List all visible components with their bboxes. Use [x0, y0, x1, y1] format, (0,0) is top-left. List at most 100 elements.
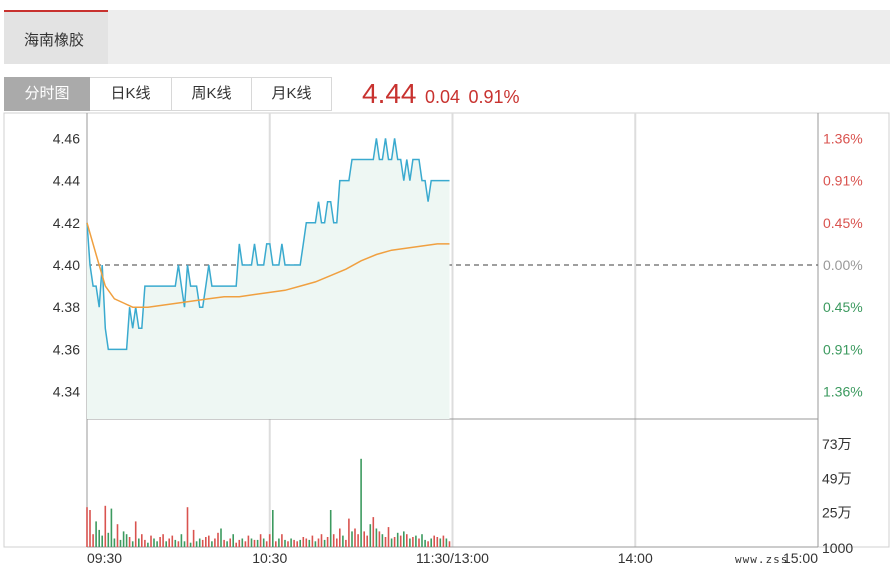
header-bar: [4, 10, 890, 64]
price-change: 0.04: [424, 87, 460, 107]
current-price: 4.44: [362, 78, 417, 109]
price-tick-label: 4.46: [53, 130, 80, 146]
volume-bar: [418, 538, 420, 547]
volume-bar: [406, 534, 408, 547]
volume-bar: [156, 541, 158, 547]
volume-tick-label: 25万: [822, 504, 852, 520]
volume-bar: [399, 535, 402, 547]
average-line: [86, 222, 450, 308]
volume-bar: [232, 534, 234, 547]
volume-bar: [296, 541, 298, 547]
percent-tick-label: 0.45%: [823, 299, 863, 315]
volume-bar: [238, 539, 241, 547]
volume-bar: [433, 535, 435, 547]
volume-bar: [89, 510, 91, 547]
volume-bar: [125, 534, 128, 547]
volume-bar: [198, 538, 201, 547]
tab-weekly-k[interactable]: 周K线: [172, 77, 252, 111]
volume-bar: [138, 538, 140, 547]
volume-bar: [147, 542, 149, 547]
tab-daily-k[interactable]: 日K线: [90, 77, 172, 111]
time-tick-label: 14:00: [618, 550, 653, 566]
volume-bar: [308, 539, 311, 547]
volume-bar: [393, 537, 396, 547]
volume-bar: [348, 518, 350, 547]
volume-bar: [384, 537, 387, 547]
volume-bar: [268, 534, 271, 547]
volume-bar: [107, 532, 110, 547]
volume-bar: [256, 539, 259, 547]
volume-bar: [287, 541, 289, 547]
tab-monthly-k[interactable]: 月K线: [252, 77, 332, 111]
price-change-percent: 0.91%: [468, 87, 520, 107]
volume-bar: [192, 529, 195, 547]
volume-bar: [436, 537, 439, 547]
price-tick-label: 4.42: [53, 215, 80, 231]
volume-bar: [253, 539, 256, 547]
volume-bar: [180, 534, 183, 547]
volume-bar: [339, 528, 341, 547]
volume-bar: [250, 538, 253, 547]
volume-bar: [186, 507, 189, 547]
volume-bar: [168, 538, 170, 547]
time-tick-label: 15:00: [783, 550, 818, 566]
volume-bar: [220, 528, 222, 547]
volume-bar: [290, 538, 292, 547]
volume-bar: [217, 532, 219, 547]
volume-tick-label: 73万: [822, 436, 852, 452]
volume-bar: [131, 541, 134, 547]
volume-bar: [351, 531, 353, 547]
volume-bar: [153, 538, 155, 547]
volume-bar: [336, 538, 338, 547]
volume-bar: [174, 539, 177, 547]
tab-intraday[interactable]: 分时图: [4, 77, 90, 111]
volume-bar: [183, 541, 186, 547]
volume-bar: [116, 524, 119, 547]
volume-bar: [342, 535, 344, 547]
volume-bar: [409, 538, 411, 547]
volume-bar: [354, 528, 356, 547]
volume-bar: [101, 535, 103, 547]
volume-bar: [329, 510, 332, 547]
volume-bar: [366, 535, 368, 547]
volume-bar: [144, 539, 146, 547]
volume-bar: [412, 537, 414, 547]
volume-bar: [229, 538, 231, 547]
volume-bar: [314, 541, 317, 547]
volume-bar: [293, 539, 295, 547]
volume-bar: [275, 541, 277, 547]
volume-tick-label: 49万: [822, 470, 852, 486]
price-line: [86, 138, 450, 351]
quote-display: 4.44 0.04 0.91%: [362, 78, 520, 110]
volume-bar: [205, 537, 207, 547]
volume-bar: [299, 539, 301, 547]
volume-bar: [372, 517, 375, 547]
volume-bar: [363, 531, 365, 547]
volume-bar: [162, 534, 164, 547]
stock-name-tab[interactable]: 海南橡胶: [4, 10, 108, 64]
volume-bar: [317, 538, 320, 547]
price-tick-label: 4.36: [53, 341, 80, 357]
volume-bar: [247, 535, 250, 547]
volume-bar: [311, 535, 314, 547]
volume-bar: [424, 539, 426, 547]
volume-bar: [134, 521, 137, 547]
percent-tick-label: 1.36%: [823, 384, 863, 400]
price-area: [87, 138, 450, 419]
volume-bar: [284, 539, 286, 547]
volume-bar: [272, 510, 274, 547]
volume-bar: [223, 539, 225, 547]
volume-bar: [265, 541, 268, 547]
volume-bar: [378, 531, 381, 547]
volume-bar: [195, 541, 198, 547]
volume-bar: [442, 535, 445, 547]
volume-bar: [445, 538, 448, 547]
volume-tick-label: 1000: [822, 540, 853, 556]
volume-bar: [375, 528, 378, 547]
volume-bar: [360, 458, 362, 547]
volume-bar: [208, 535, 210, 547]
volume-bar: [369, 524, 372, 547]
volume-bar: [427, 541, 429, 547]
percent-tick-label: 1.36%: [823, 130, 863, 146]
volume-bar: [439, 538, 442, 547]
